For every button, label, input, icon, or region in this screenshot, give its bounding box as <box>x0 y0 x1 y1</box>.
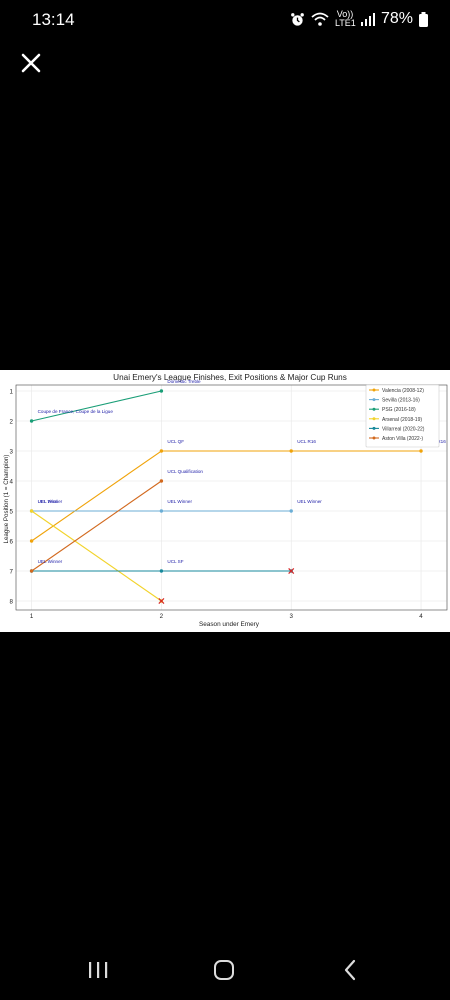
data-point <box>29 419 34 423</box>
chart-image: Unai Emery's League Finishes, Exit Posit… <box>0 370 450 632</box>
recent-apps-button[interactable] <box>78 954 118 986</box>
data-point <box>289 449 293 453</box>
legend-entry: Aston Villa (2022-) <box>382 436 423 442</box>
y-tick-label: 4 <box>10 479 14 486</box>
clock: 13:14 <box>32 10 75 29</box>
legend-marker <box>372 426 376 430</box>
y-tick-label: 5 <box>10 509 14 516</box>
legend-marker <box>372 417 376 421</box>
y-axis-label: League Position (1 = Champion) <box>3 455 10 544</box>
data-point <box>289 509 293 513</box>
annotation-label: UCL SF <box>167 559 183 564</box>
recent-apps-icon <box>89 962 108 978</box>
legend-marker <box>372 436 376 440</box>
x-tick-label: 1 <box>30 613 34 620</box>
alarm-icon <box>291 12 304 26</box>
y-tick-label: 2 <box>10 419 14 426</box>
data-point <box>159 389 164 393</box>
data-point <box>159 479 164 483</box>
y-tick-label: 3 <box>10 449 14 456</box>
series-line <box>31 480 162 572</box>
x-tick-label: 2 <box>160 613 164 620</box>
legend-box <box>365 384 440 448</box>
series-line <box>31 510 162 602</box>
series-line <box>31 450 421 542</box>
annotation-label: UEL Final <box>38 499 58 504</box>
data-point <box>159 509 164 513</box>
annotation-label: UEL Winner <box>38 499 63 504</box>
annotation-label: UEL Winner <box>167 499 192 504</box>
data-point <box>29 569 34 573</box>
legend-marker <box>372 398 376 402</box>
annotation-label: UEL Winner <box>297 499 322 504</box>
back-icon <box>344 959 356 981</box>
data-point <box>159 449 164 453</box>
series-line <box>31 390 162 422</box>
status-icons: Vo)) LTE1 78% <box>290 10 428 28</box>
annotation-label: Coupe de France, Coupe de la Ligue <box>38 409 114 414</box>
y-tick-label: 1 <box>10 389 14 396</box>
legend-entry: Sevilla (2013-16) <box>382 398 420 404</box>
annotations: Domestic Treble Coupe de France, Coupe de… <box>38 379 447 564</box>
line-chart: Unai Emery's League Finishes, Exit Posit… <box>3 373 448 628</box>
y-tick-label: 7 <box>10 569 14 576</box>
data-point <box>419 449 423 453</box>
battery-percent: 78% <box>380 10 413 27</box>
annotation-label: UEL Winner <box>38 559 63 564</box>
chart-title: Unai Emery's League Finishes, Exit Posit… <box>113 373 347 382</box>
legend-entry: Valencia (2008-12) <box>382 388 424 394</box>
navigation-bar <box>0 950 450 990</box>
y-tick-label: 8 <box>10 599 14 606</box>
legend-entry: PSG (2016-18) <box>382 407 416 413</box>
x-axis-label: Season under Emery <box>199 621 260 628</box>
close-button[interactable] <box>18 50 44 76</box>
wifi-icon <box>311 12 329 26</box>
data-point <box>159 569 164 573</box>
legend-entry: Arsenal (2018-19) <box>382 417 422 423</box>
legend-marker <box>372 388 376 392</box>
y-tick-label: 6 <box>10 539 14 546</box>
legend-entry: Villarreal (2020-22) <box>382 426 425 432</box>
battery-icon <box>419 11 428 27</box>
exit-marker <box>158 597 165 605</box>
network-label: Vo)) LTE1 <box>334 9 356 28</box>
exit-markers <box>158 567 295 605</box>
data-point <box>29 539 34 543</box>
x-tick-label: 3 <box>289 613 293 620</box>
series-lines <box>29 389 423 603</box>
status-bar: 13:14 Vo)) LTE1 78% <box>0 0 450 40</box>
annotation-label: UCL Qualification <box>167 469 203 474</box>
legend: Valencia (2008-12) Sevilla (2013-16) PSG (… <box>365 384 440 448</box>
axis-ticks: 1 2 3 4 5 6 7 8 1 2 3 4 <box>10 389 424 621</box>
legend-marker <box>372 407 376 411</box>
data-point <box>29 509 34 513</box>
x-tick-label: 4 <box>419 613 423 620</box>
signal-icon <box>360 12 375 26</box>
annotation-label: UCL QF <box>167 439 184 444</box>
back-button[interactable] <box>330 954 370 986</box>
home-icon <box>214 960 234 980</box>
home-button[interactable] <box>204 954 244 986</box>
annotation-label: UCL R16 <box>297 439 316 444</box>
exit-marker <box>288 567 295 575</box>
annotation-label: Domestic Treble <box>167 379 201 384</box>
plot-area-frame <box>15 384 448 611</box>
close-icon <box>21 53 41 73</box>
